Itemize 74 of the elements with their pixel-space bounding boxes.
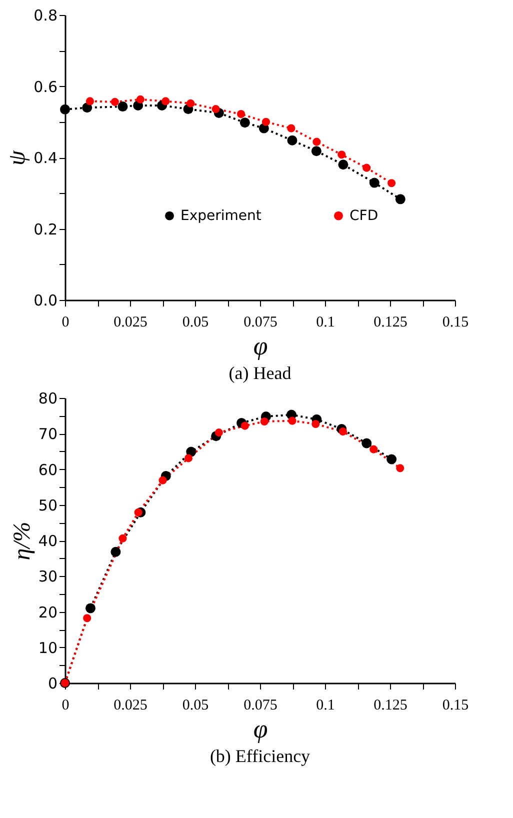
point — [136, 95, 144, 104]
point — [338, 427, 347, 436]
y-tick-label: 40 — [38, 532, 58, 550]
point — [338, 150, 346, 159]
x-tick-label: 0.1 — [316, 698, 335, 714]
text: (a) Head — [228, 363, 292, 383]
point — [312, 420, 320, 428]
point — [85, 603, 96, 614]
y-tick-label: 0.8 — [34, 6, 58, 24]
x-tick-label: 0.075 — [244, 698, 278, 714]
point — [362, 164, 371, 172]
point — [214, 428, 223, 437]
text: (b) Efficiency — [210, 746, 310, 766]
point — [212, 105, 220, 114]
x-tick-label: 0.05 — [182, 698, 209, 714]
point — [395, 194, 406, 204]
y-tick-label: 50 — [38, 496, 58, 514]
x-tick-label: 0.025 — [114, 698, 148, 714]
point — [338, 160, 348, 170]
point — [110, 546, 121, 557]
x-tick-label: 0.15 — [442, 314, 469, 330]
x-tick-label: 0.15 — [442, 698, 469, 714]
x-tick-label: 0.05 — [182, 314, 209, 330]
point — [396, 464, 404, 472]
point — [311, 146, 322, 156]
legend-label: CFD — [350, 208, 378, 224]
point — [386, 454, 397, 464]
x-tick-label: 0.125 — [374, 698, 408, 714]
point — [110, 98, 119, 106]
y-axis-title: ψ — [4, 149, 31, 166]
point — [312, 138, 321, 146]
y-tick-label: 0.4 — [34, 149, 58, 167]
legend-label: Experiment — [180, 208, 262, 224]
point — [118, 534, 127, 542]
point — [240, 118, 250, 128]
point — [83, 614, 92, 622]
y-tick-label: 70 — [38, 425, 58, 444]
point — [370, 445, 378, 454]
point — [262, 118, 270, 126]
point — [260, 417, 268, 426]
point — [287, 135, 298, 146]
x-tick-label: 0 — [62, 698, 70, 714]
point — [134, 508, 142, 516]
point — [158, 476, 167, 484]
point — [86, 97, 94, 106]
point — [362, 438, 372, 448]
point — [369, 178, 380, 188]
y-tick-label: 0.6 — [34, 78, 58, 96]
point — [118, 102, 128, 112]
y-tick-label: 10 — [38, 638, 58, 657]
y-tick-label: 30 — [38, 568, 58, 586]
x-tick-label: 0.125 — [374, 314, 408, 330]
point — [184, 454, 193, 462]
x-tick-label: 0.1 — [316, 314, 335, 330]
point — [288, 416, 296, 425]
y-axis-title: η/% — [9, 522, 36, 560]
point — [162, 97, 170, 106]
point — [236, 110, 246, 118]
point — [388, 179, 396, 188]
y-tick-label: 60 — [38, 460, 58, 479]
x-tick-label: 0.025 — [114, 314, 148, 330]
point — [240, 422, 249, 430]
y-tick-label: 20 — [38, 603, 58, 622]
point — [287, 124, 296, 132]
y-tick-label: 80 — [38, 390, 58, 408]
y-tick-label: 0.2 — [34, 220, 58, 238]
point — [60, 104, 70, 114]
x-axis-title: φ — [253, 332, 268, 360]
x-tick-label: 0.075 — [244, 314, 278, 330]
y-tick-label: 0 — [48, 674, 58, 692]
x-tick-label: 0 — [62, 314, 70, 330]
point — [186, 99, 195, 108]
y-tick-label: 0.0 — [34, 292, 58, 310]
x-axis-title: φ — [253, 714, 268, 744]
